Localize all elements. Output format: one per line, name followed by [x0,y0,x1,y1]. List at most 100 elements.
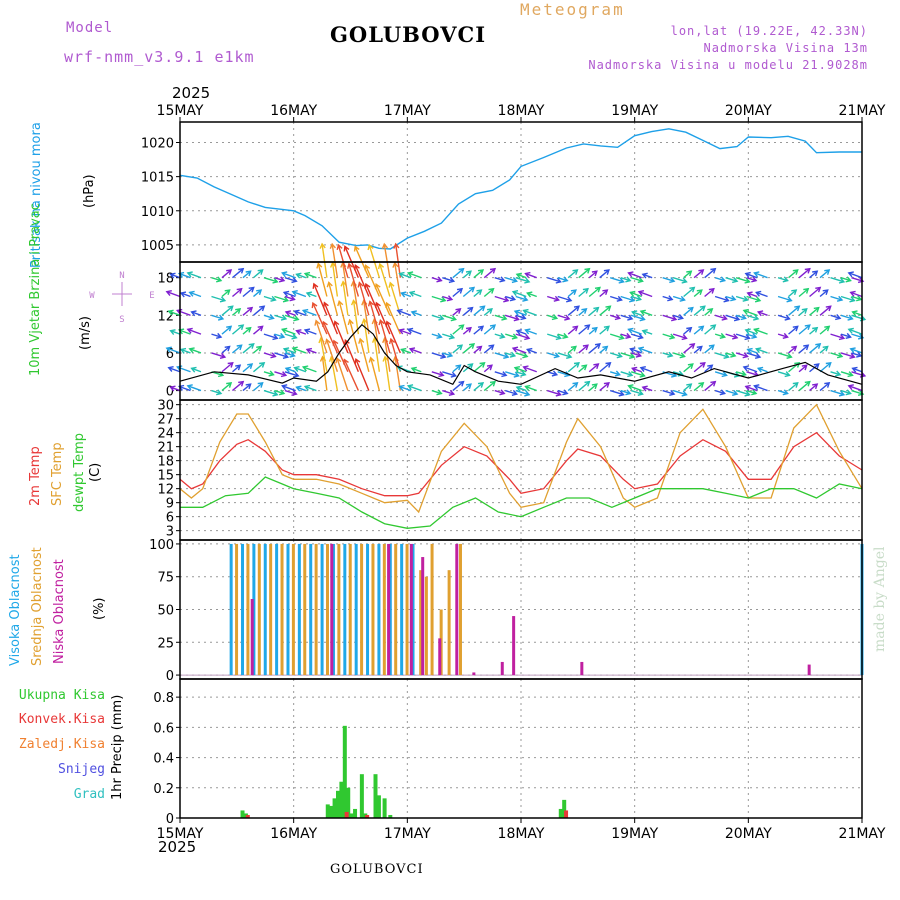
wind-arrowhead [278,276,286,283]
wind-arrowhead [618,277,625,284]
wind-arrowhead [456,287,464,294]
wind-arrowhead [284,366,292,373]
wind-arrowhead [791,345,798,352]
wind-arrow [343,359,360,391]
wind-arrowhead [754,296,762,303]
wind-arrowhead [629,290,636,297]
wind-arrow [379,320,391,354]
wind-arrowhead [216,276,223,283]
wind-arrow [683,270,692,279]
wind-arrow [221,289,231,298]
wind-arrow [292,347,307,354]
wind-arrow [166,347,181,354]
wind-arrow [809,343,821,354]
wind-arrowhead [301,365,309,372]
cloud-bar [405,543,409,676]
wind-arrowhead [573,305,580,312]
wind-arrowhead [815,286,822,293]
y-tick-label: 0.6 [153,721,174,736]
wind-arrow [788,345,797,354]
wind-arrowhead [450,371,457,378]
cloud-bar [257,543,261,676]
wind-arrow [809,307,820,316]
wind-arrowhead [238,380,245,387]
wind-arrowhead [782,276,789,283]
wind-arrow [516,273,527,279]
wind-arrow [515,277,530,283]
wind-arrow [693,382,704,392]
wind-arrowhead [400,291,407,298]
wind-arrowhead [501,371,508,378]
wind-arrow [338,301,349,335]
wind-arrow [599,325,610,335]
y-tick-label: 0 [166,669,174,684]
wind-arrow [178,272,191,279]
wind-arrowhead [513,366,521,372]
wind-arrowhead [627,314,634,321]
wind-arrow [527,292,537,298]
wind-arrow [662,333,675,339]
wind-arrowhead [455,364,462,371]
wind-arrow [452,324,464,335]
wind-arrow [683,307,694,316]
wind-arrowhead [686,270,693,277]
legend-total-rain: Ukupna Kisa [18,688,105,703]
wind-arrow [505,371,519,377]
wind-arrowhead [784,371,791,378]
wind-arrow [642,273,653,279]
wind-arrow [473,362,485,373]
wind-arrow [344,340,360,373]
wind-arrowhead [311,301,318,309]
cloud-bar [371,543,375,676]
wind-arrow [788,325,799,335]
precip-bar [359,774,364,818]
cloud-bar [309,543,313,676]
y-tick-label: 3 [166,525,174,540]
compass-letter: S [119,315,124,325]
wind-arrow [401,292,412,298]
cloud-bar [303,543,307,676]
wind-arrow [609,371,620,376]
wind-arrowhead [465,383,472,390]
wind-arrowhead [792,269,799,275]
y-tick-label: 0.4 [153,752,174,767]
wind-arrowhead [637,333,644,340]
wind-arrowhead [794,305,801,312]
wind-arrowhead [792,382,799,388]
cloud-bar [388,543,392,676]
time-label-top: 20MAY [725,103,772,119]
wind-arrowhead [489,324,497,331]
wind-arrowhead [438,314,445,321]
wind-arrow [483,381,496,392]
wind-arrowhead [247,306,254,313]
wind-arrow [442,333,454,339]
wind-arrowhead [526,291,533,298]
precip-bar [344,811,349,818]
wind-arrowhead [293,371,300,378]
wind-arrow [745,329,758,335]
wind-arrow [221,362,234,373]
wind-arrowhead [257,382,264,388]
wind-arrowhead [786,296,793,303]
wind-arrowhead [524,328,531,335]
wind-arrow [407,272,422,279]
wind-arrow [599,269,610,279]
wind-arrow [620,389,631,395]
wind-arrow [285,367,296,373]
wind-arrow [304,385,317,392]
wind-arrow [462,286,475,298]
wind-arrowhead [282,290,290,297]
wind-arrowhead [677,370,684,377]
wind-arrow [452,344,463,354]
wind-arrowhead [256,289,263,296]
legend-snow: Snijeg [58,762,105,777]
wind-arrow [840,389,851,395]
wind-arrowhead [686,326,693,333]
wind-arrow [395,243,402,278]
wind-arrowhead [301,308,309,315]
wind-arrow [547,389,561,396]
wind-arrow [747,292,758,298]
wind-arrowhead [177,384,185,391]
wind-arrow [756,348,768,354]
wind-arrow [242,383,252,392]
